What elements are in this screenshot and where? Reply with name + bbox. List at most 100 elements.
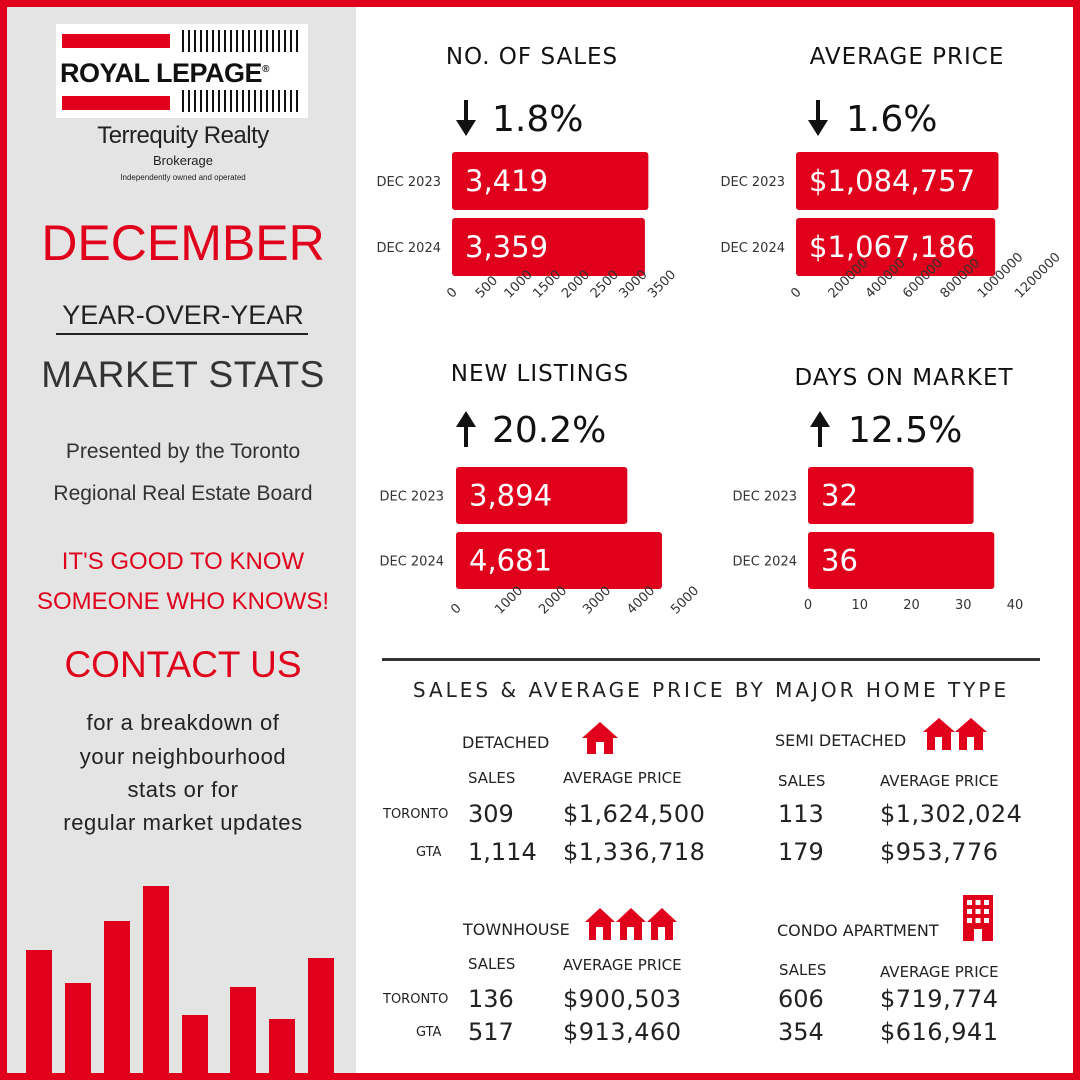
bar — [452, 218, 645, 276]
logo-wordmark: ROYAL LEPAGE — [60, 58, 263, 88]
home-type-title: SALES & AVERAGE PRICE BY MAJOR HOME TYPE — [412, 678, 1010, 702]
townhouse-gta-label: GTA — [416, 1025, 442, 1040]
condo-gta-price: $616,941 — [880, 1018, 999, 1046]
condo-price-header: AVERAGE PRICE — [880, 963, 999, 981]
category-label: DEC 2024 — [379, 555, 444, 570]
arrow-down-icon — [808, 120, 828, 136]
semi-price-header: AVERAGE PRICE — [880, 772, 999, 790]
tick-label: 0 — [444, 285, 460, 301]
condo-label: CONDO APARTMENT — [777, 921, 939, 940]
presented-by-line2: Regional Real Estate Board — [53, 482, 313, 505]
value-label: 3,894 — [469, 479, 552, 513]
value-label: 3,359 — [465, 230, 548, 264]
value-label: 32 — [821, 479, 858, 513]
month-heading: DECEMBER — [41, 215, 325, 271]
tick-label: 500 — [473, 273, 501, 301]
bar — [796, 152, 999, 210]
townhouse-gta-sales: 517 — [468, 1018, 514, 1046]
category-label: DEC 2023 — [720, 175, 785, 190]
arrow-down-icon — [456, 120, 476, 136]
arrow-up-icon — [456, 411, 476, 427]
deco-bar — [104, 921, 130, 1080]
chart-title: DAYS ON MARKET — [794, 365, 1013, 391]
change-percent: 12.5% — [848, 410, 962, 451]
royal-lepage-logo: ROYAL LEPAGE® — [56, 24, 308, 118]
townhouse-label: TOWNHOUSE — [463, 920, 570, 939]
bar — [452, 152, 649, 210]
tick-label: 0 — [448, 601, 464, 617]
condo-sales-header: SALES — [779, 961, 827, 979]
townhouse-price-header: AVERAGE PRICE — [563, 956, 682, 974]
category-label: DEC 2024 — [720, 241, 785, 256]
body-line4: regular market updates — [63, 810, 303, 835]
value-label: $1,084,757 — [809, 164, 975, 198]
semi-detached-label: SEMI DETACHED — [775, 731, 907, 750]
bar — [808, 467, 974, 524]
tick-label: 3500 — [645, 267, 679, 301]
detached-sales-header: SALES — [468, 769, 516, 787]
tick-label: 0 — [788, 285, 804, 301]
detached-toronto-sales: 309 — [468, 800, 514, 828]
left-panel — [0, 0, 356, 1080]
presented-by-line1: Presented by the Toronto — [65, 440, 301, 463]
body-line2: your neighbourhood — [79, 744, 287, 769]
semi-toronto-price: $1,302,024 — [880, 800, 1023, 828]
value-label: 4,681 — [469, 544, 552, 578]
category-label: DEC 2024 — [376, 241, 441, 256]
value-label: 36 — [821, 544, 858, 578]
condo-toronto-price: $719,774 — [880, 985, 999, 1013]
detached-gta-price: $1,336,718 — [563, 838, 706, 866]
arrow-up-icon — [810, 411, 830, 427]
semi-house-icon — [923, 718, 987, 750]
townhouse-toronto-sales: 136 — [468, 985, 514, 1013]
change-percent: 20.2% — [492, 410, 606, 451]
tick-label: 20 — [903, 598, 920, 613]
category-label: DEC 2023 — [379, 490, 444, 505]
detached-price-header: AVERAGE PRICE — [563, 769, 682, 787]
section-divider — [382, 658, 1040, 661]
slogan-line2: SOMEONE WHO KNOWS! — [36, 588, 329, 615]
townhouse-sales-header: SALES — [468, 955, 516, 973]
deco-bar — [26, 950, 52, 1080]
category-label: DEC 2024 — [732, 555, 797, 570]
brokerage-name: Terrequity Realty — [97, 122, 269, 149]
townhouse-toronto-price: $900,503 — [563, 985, 682, 1013]
deco-bar — [182, 1015, 208, 1080]
townhouse-toronto-label: TORONTO — [383, 992, 449, 1007]
detached-label: DETACHED — [462, 733, 550, 752]
bar — [456, 532, 662, 589]
brokerage-subtitle: Brokerage — [153, 153, 213, 168]
deco-bar — [65, 983, 91, 1080]
house-icon — [582, 722, 618, 754]
chart-title: AVERAGE PRICE — [810, 44, 1005, 70]
tick-label: 5000 — [668, 583, 702, 617]
tick-label: 10 — [851, 598, 868, 613]
decorative-bars — [26, 886, 334, 1080]
detached-toronto-label: TORONTO — [383, 807, 449, 822]
deco-bar — [230, 987, 256, 1080]
bar — [796, 218, 996, 276]
value-label: 3,419 — [465, 164, 548, 198]
slogan-line1: IT'S GOOD TO KNOW — [61, 548, 305, 575]
semi-gta-sales: 179 — [778, 838, 824, 866]
deco-bar — [269, 1019, 295, 1080]
category-label: DEC 2023 — [732, 490, 797, 505]
body-line3: stats or for — [127, 777, 239, 802]
tick-label: 30 — [955, 598, 972, 613]
deco-bar — [143, 886, 169, 1080]
body-line1: for a breakdown of — [86, 710, 280, 735]
semi-gta-price: $953,776 — [880, 838, 999, 866]
condo-gta-sales: 354 — [778, 1018, 824, 1046]
detached-gta-label: GTA — [416, 845, 442, 860]
brokerage-tagline: Independently owned and operated — [120, 173, 246, 182]
yoy-underline — [56, 333, 308, 335]
yoy-heading: YEAR-OVER-YEAR — [62, 300, 304, 330]
apartment-icon — [963, 895, 993, 941]
category-label: DEC 2023 — [376, 175, 441, 190]
market-stats-heading: MARKET STATS — [41, 354, 325, 395]
chart-title: NO. OF SALES — [446, 44, 618, 70]
townhouse-icon — [585, 908, 677, 940]
semi-toronto-sales: 113 — [778, 800, 824, 828]
condo-toronto-sales: 606 — [778, 985, 824, 1013]
